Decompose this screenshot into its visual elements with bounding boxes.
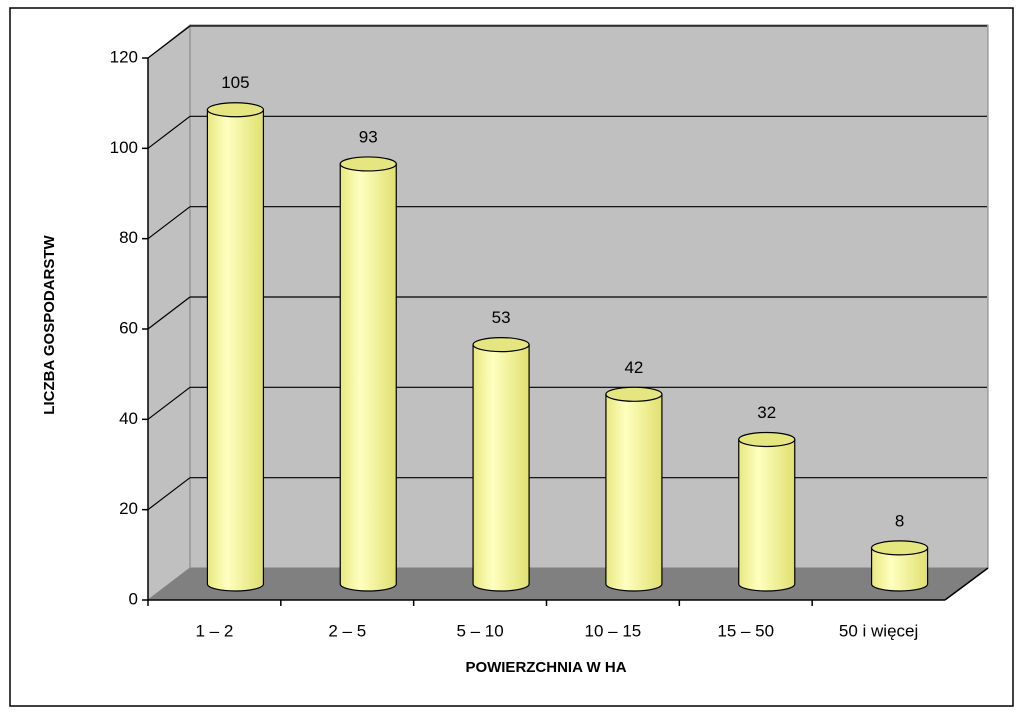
- bar-top: [206, 102, 265, 118]
- bar-top: [738, 431, 796, 448]
- floor-edge: [944, 567, 989, 601]
- floor: [148, 568, 988, 600]
- y-tick-label: 120: [110, 47, 138, 66]
- bar: [870, 547, 929, 592]
- bar: [738, 438, 796, 592]
- y-tick-label: 60: [119, 318, 138, 337]
- grid-line: [147, 115, 191, 149]
- grid-line: [147, 25, 191, 59]
- bars: 105 93 53 42 32 8: [206, 73, 929, 592]
- bar: [339, 163, 397, 592]
- y-tick-label: 20: [119, 499, 138, 518]
- grid: [147, 25, 987, 511]
- y-tick-label: 0: [129, 589, 138, 608]
- bar: [472, 344, 530, 592]
- x-tick-label: 1 – 2: [196, 621, 234, 640]
- y-axis-title: LICZBA GOSPODARSTW: [41, 234, 58, 414]
- y-tick-label: 40: [119, 409, 138, 428]
- bar-top: [339, 156, 397, 172]
- bar-top: [472, 337, 530, 353]
- bar-top: [870, 540, 929, 556]
- y-tick-label: 80: [119, 228, 138, 247]
- data-label: 53: [492, 308, 511, 327]
- data-label: 42: [624, 358, 643, 377]
- bar-top: [605, 386, 663, 402]
- y-tick-label: 100: [110, 138, 138, 157]
- grid-line: [147, 477, 191, 511]
- data-label: 93: [359, 127, 378, 146]
- grid-line: [147, 386, 191, 420]
- bar: [206, 109, 265, 592]
- x-tick-label: 50 i więcej: [839, 621, 918, 640]
- x-tick-label: 10 – 15: [585, 621, 642, 640]
- data-label: 8: [895, 511, 904, 530]
- grid-line: [147, 296, 191, 330]
- bar: [605, 393, 663, 592]
- x-tick-label: 15 – 50: [717, 621, 774, 640]
- grid-line: [147, 206, 191, 240]
- x-tick-label: 5 – 10: [456, 621, 503, 640]
- x-tick-label: 2 – 5: [328, 621, 366, 640]
- data-label: 32: [757, 403, 776, 422]
- data-label: 105: [221, 73, 249, 92]
- x-axis-title: POWIERZCHNIA W HA: [465, 659, 626, 676]
